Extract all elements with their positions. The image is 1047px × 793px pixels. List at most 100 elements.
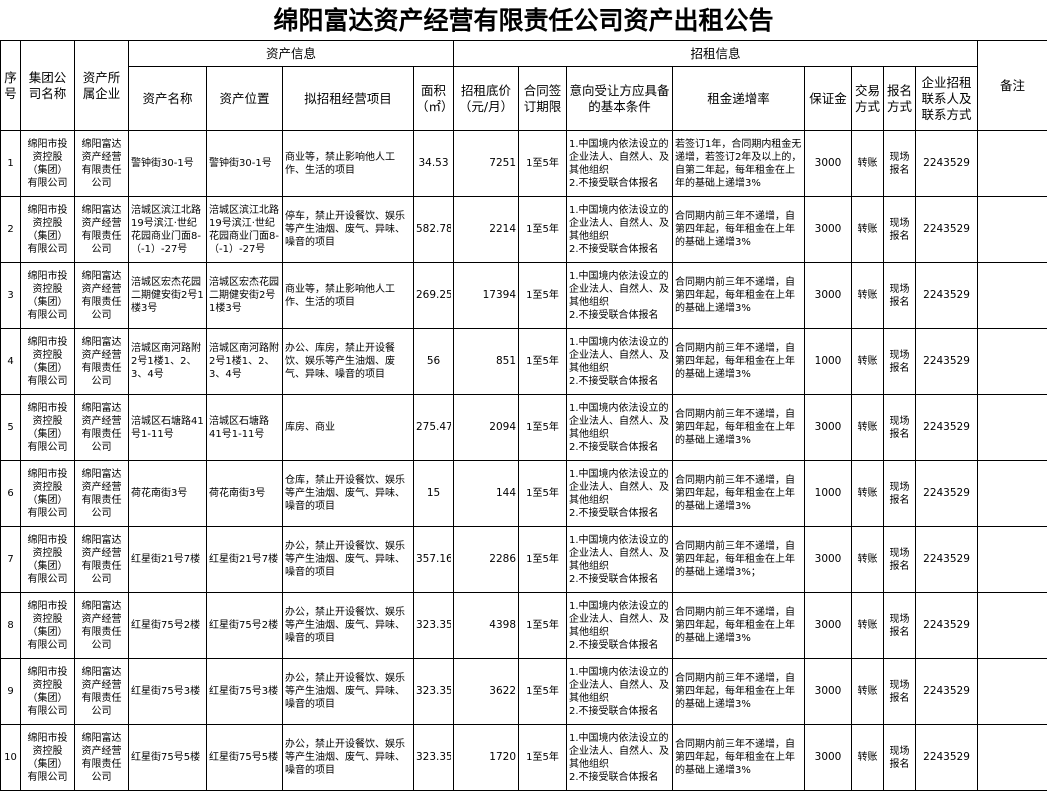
project-text: 仓库，禁止开设餐饮、娱乐等产生油烟、废气、异味、噪音的项目 xyxy=(285,475,405,512)
cell-contact: 2243529 xyxy=(915,592,979,659)
cell-area: 34.53 xyxy=(412,130,455,197)
conditions-text: 1.中国境内依法设立的企业法人、自然人、及其他组织 2.不接受联合体报名 xyxy=(569,600,670,651)
area-text: 275.47 xyxy=(416,421,452,433)
contact-text: 2243529 xyxy=(923,289,970,301)
cell-increase: 合同期内前三年不递增，自第四年起，每年租金在上年的基础上递增3% xyxy=(672,592,806,659)
location-text: 涪城区宏杰花园二期健安街2号1楼3号 xyxy=(209,277,279,314)
cell-remark xyxy=(977,592,1047,659)
increase-text: 合同期内前三年不递增，自第四年起，每年租金在上年的基础上递增3% xyxy=(675,409,796,446)
price-text: 2214 xyxy=(489,223,517,235)
cell-price: 2214 xyxy=(453,196,520,263)
cell-contact: 2243529 xyxy=(915,196,979,263)
deposit-text: 3000 xyxy=(814,751,842,763)
group-text: 绵阳市投资控股（集团）有限公司 xyxy=(27,666,68,717)
cell-deposit: 3000 xyxy=(804,526,853,593)
name-text: 红星街75号5楼 xyxy=(131,752,201,763)
term-text: 1至5年 xyxy=(526,554,559,565)
deposit-text: 3000 xyxy=(814,553,842,565)
cell-contact: 2243529 xyxy=(915,328,979,395)
header-signup: 报名方式 xyxy=(883,66,917,131)
cell-owner: 绵阳富达资产经营有限责任公司 xyxy=(74,328,129,395)
price-text: 3622 xyxy=(489,685,517,697)
project-text: 商业等，禁止影响他人工作、生活的项目 xyxy=(285,151,395,176)
owner-text: 绵阳富达资产经营有限责任公司 xyxy=(81,336,122,387)
cell-owner: 绵阳富达资产经营有限责任公司 xyxy=(74,592,129,659)
cell-trade: 转账 xyxy=(851,460,885,527)
cell-trade: 转账 xyxy=(851,526,885,593)
seq-text: 8 xyxy=(7,620,14,631)
cell-price: 4398 xyxy=(453,592,520,659)
cell-signup: 现场报名 xyxy=(883,262,917,329)
cell-deposit: 3000 xyxy=(804,394,853,461)
trade-text: 转账 xyxy=(857,554,878,565)
cell-name: 荷花南街3号 xyxy=(128,460,207,527)
owner-text: 绵阳富达资产经营有限责任公司 xyxy=(81,666,122,717)
seq-text: 2 xyxy=(7,224,14,235)
cell-area: 323.35 xyxy=(412,724,455,791)
trade-text: 转账 xyxy=(857,620,878,631)
header-increase: 租金递增率 xyxy=(672,66,806,131)
cell-trade: 转账 xyxy=(851,262,885,329)
cell-trade: 转账 xyxy=(851,328,885,395)
group-text: 绵阳市投资控股（集团）有限公司 xyxy=(27,270,68,321)
increase-text: 合同期内前三年不递增，自第四年起，每年租金在上年的基础上递增3% xyxy=(675,739,796,776)
trade-text: 转账 xyxy=(857,686,878,697)
cell-deposit: 1000 xyxy=(804,460,853,527)
trade-text: 转账 xyxy=(857,422,878,433)
cell-name: 涪城区宏杰花园二期健安街2号1楼3号 xyxy=(128,262,207,329)
signup-text: 现场报名 xyxy=(889,547,910,572)
conditions-text: 1.中国境内依法设立的企业法人、自然人、及其他组织 2.不接受联合体报名 xyxy=(569,732,670,783)
cell-trade: 转账 xyxy=(851,196,885,263)
cell-signup: 现场报名 xyxy=(883,658,917,725)
cell-project: 办公、库房，禁止开设餐饮、娱乐等产生油烟、废气、异味、噪音的项目 xyxy=(282,328,414,395)
cell-location: 荷花南街3号 xyxy=(206,460,283,527)
name-text: 红星街75号2楼 xyxy=(131,620,201,631)
cell-deposit: 1000 xyxy=(804,328,853,395)
term-text: 1至5年 xyxy=(526,422,559,433)
deposit-text: 3000 xyxy=(814,223,842,235)
seq-text: 3 xyxy=(7,290,14,301)
cell-increase: 合同期内前三年不递增，自第四年起，每年租金在上年的基础上递增3% xyxy=(672,394,806,461)
table-row: 8 绵阳市投资控股（集团）有限公司 绵阳富达资产经营有限责任公司 红星街75号2楼 红星… xyxy=(0,592,1047,659)
cell-conditions: 1.中国境内依法设立的企业法人、自然人、及其他组织 2.不接受联合体报名 xyxy=(566,724,674,791)
group-text: 绵阳市投资控股（集团）有限公司 xyxy=(27,204,68,255)
cell-seq: 3 xyxy=(0,262,21,329)
cell-price: 7251 xyxy=(453,130,520,197)
cell-owner: 绵阳富达资产经营有限责任公司 xyxy=(74,460,129,527)
header-area: 面积（㎡） xyxy=(412,66,455,131)
cell-increase: 合同期内前三年不递增，自第四年起，每年租金在上年的基础上递增3% xyxy=(672,196,806,263)
deposit-text: 1000 xyxy=(814,487,842,499)
name-text: 涪城区南河路附2号1楼1、2、3、4号 xyxy=(131,343,201,380)
contact-text: 2243529 xyxy=(923,553,970,565)
header-asset-info: 资产信息 xyxy=(127,40,455,67)
cell-group: 绵阳市投资控股（集团）有限公司 xyxy=(20,526,75,593)
cell-conditions: 1.中国境内依法设立的企业法人、自然人、及其他组织 2.不接受联合体报名 xyxy=(566,196,674,263)
cell-term: 1至5年 xyxy=(518,262,568,329)
cell-remark xyxy=(977,658,1047,725)
trade-text: 转账 xyxy=(857,158,878,169)
cell-project: 办公，禁止开设餐饮、娱乐等产生油烟、废气、异味、噪音的项目 xyxy=(282,592,414,659)
location-text: 红星街21号7楼 xyxy=(209,554,279,565)
cell-seq: 1 xyxy=(0,130,21,197)
term-text: 1至5年 xyxy=(526,158,559,169)
header-group: 集团公司名称 xyxy=(20,40,75,131)
cell-area: 357.16 xyxy=(412,526,455,593)
cell-term: 1至5年 xyxy=(518,394,568,461)
project-text: 商业等，禁止影响他人工作、生活的项目 xyxy=(285,283,395,308)
increase-text: 合同期内前三年不递增，自第四年起，每年租金在上年的基础上递增3%； xyxy=(675,541,796,578)
page-title: 绵阳富达资产经营有限责任公司资产出租公告 xyxy=(273,6,774,35)
cell-deposit: 3000 xyxy=(804,262,853,329)
area-text: 323.35 xyxy=(416,685,452,697)
area-text: 323.35 xyxy=(416,619,452,631)
increase-text: 合同期内前三年不递增，自第四年起，每年租金在上年的基础上递增3% xyxy=(675,607,796,644)
group-text: 绵阳市投资控股（集团）有限公司 xyxy=(27,138,68,189)
owner-text: 绵阳富达资产经营有限责任公司 xyxy=(81,534,122,585)
header-owner: 资产所属企业 xyxy=(74,40,129,131)
cell-location: 涪城区滨江北路19号滨江·世纪花园商业门面8-（-1）-27号 xyxy=(206,196,283,263)
contact-text: 2243529 xyxy=(923,355,970,367)
deposit-text: 1000 xyxy=(814,355,842,367)
increase-text: 合同期内前三年不递增，自第四年起，每年租金在上年的基础上递增3% xyxy=(675,673,796,710)
price-text: 2286 xyxy=(489,553,517,565)
cell-deposit: 3000 xyxy=(804,196,853,263)
owner-text: 绵阳富达资产经营有限责任公司 xyxy=(81,402,122,453)
